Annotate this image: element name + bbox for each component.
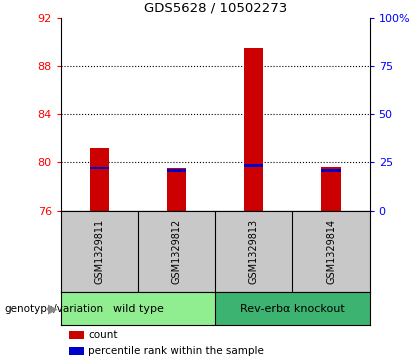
Text: genotype/variation: genotype/variation xyxy=(4,303,103,314)
Text: percentile rank within the sample: percentile rank within the sample xyxy=(88,346,264,356)
Text: ▶: ▶ xyxy=(48,302,57,315)
Bar xyxy=(90,167,109,169)
Text: Rev-erbα knockout: Rev-erbα knockout xyxy=(240,303,345,314)
Text: GSM1329814: GSM1329814 xyxy=(326,219,336,284)
Bar xyxy=(244,164,263,167)
Text: GSM1329811: GSM1329811 xyxy=(94,219,105,284)
Bar xyxy=(167,168,186,211)
Text: GSM1329813: GSM1329813 xyxy=(249,219,259,284)
Bar xyxy=(61,292,215,325)
Bar xyxy=(90,148,109,211)
Bar xyxy=(167,169,186,172)
Bar xyxy=(215,292,370,325)
Bar xyxy=(321,169,341,172)
Text: wild type: wild type xyxy=(113,303,163,314)
Title: GDS5628 / 10502273: GDS5628 / 10502273 xyxy=(144,1,287,14)
Text: GSM1329812: GSM1329812 xyxy=(172,219,182,284)
Text: count: count xyxy=(88,330,118,340)
Bar xyxy=(244,48,263,211)
Bar xyxy=(321,167,341,211)
